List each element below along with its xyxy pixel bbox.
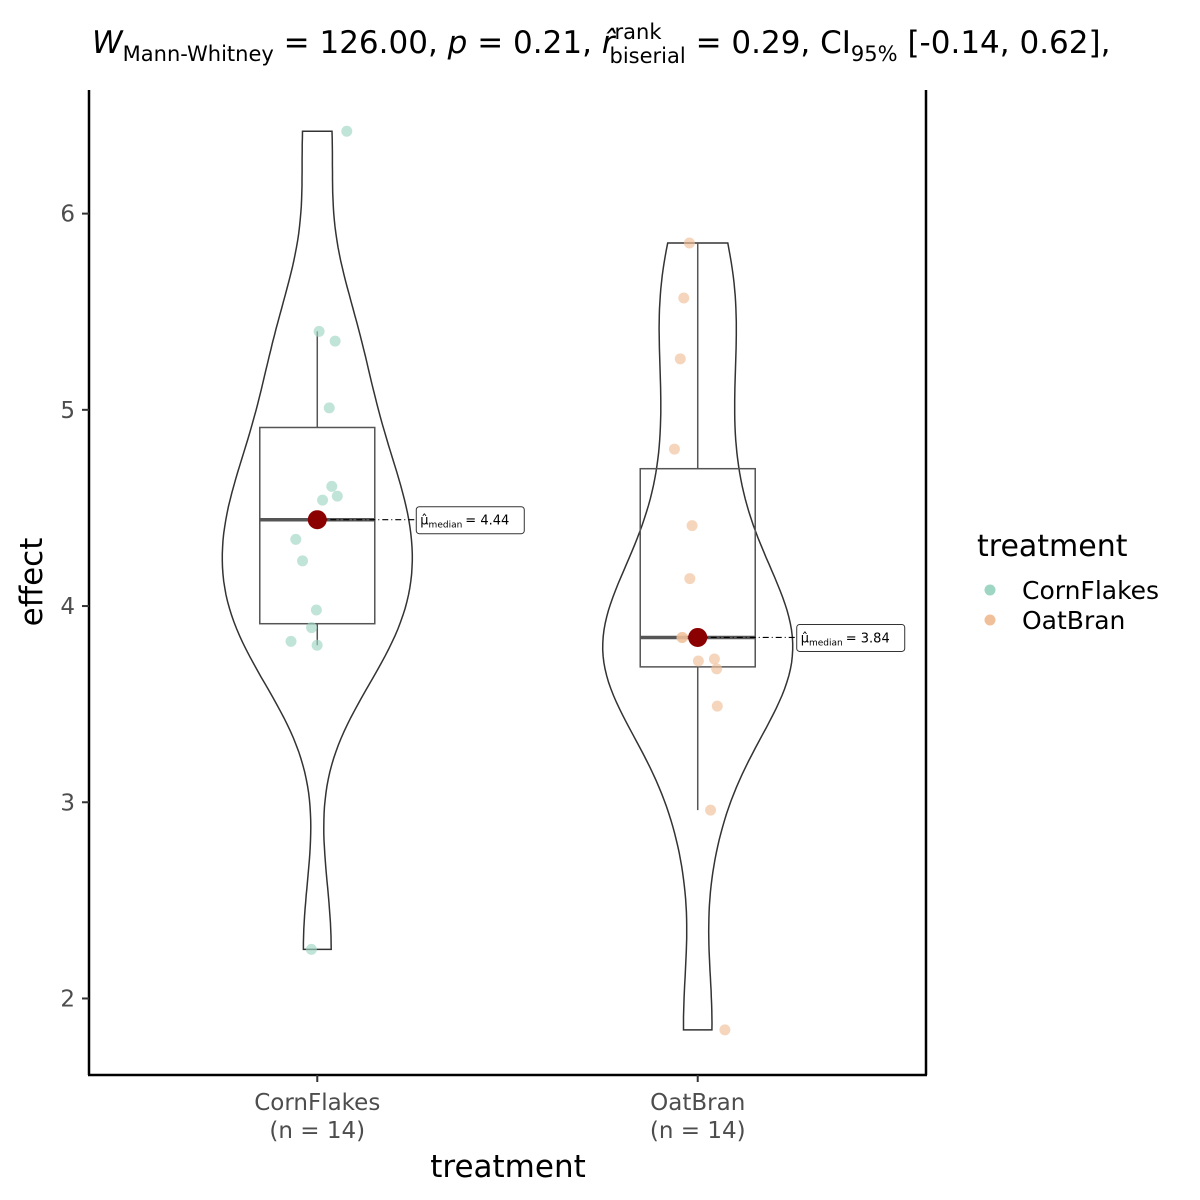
x-tick-count: (n = 14) (269, 1118, 365, 1144)
title-part: biserial (610, 44, 686, 68)
y-tick-label: 5 (60, 398, 75, 424)
median-symbol: μ̂ (801, 631, 809, 646)
x-tick-count: (n = 14) (650, 1118, 746, 1144)
median-subscript: median (429, 521, 463, 531)
chart-title: WMann-Whitney = 126.00, p = 0.21, r̂rank… (92, 20, 1110, 68)
title-part: = 0.21, (467, 25, 601, 61)
median-subscript: median (809, 638, 843, 648)
data-point (676, 631, 688, 643)
data-point (326, 480, 338, 492)
x-tick-label: CornFlakes (254, 1090, 380, 1116)
data-point (310, 604, 322, 616)
data-point (705, 804, 717, 816)
data-point (711, 700, 723, 712)
title-part: W (92, 25, 124, 61)
y-axis-title: effect (14, 538, 50, 627)
legend-label: OatBran (1022, 606, 1125, 635)
median-label-box (415, 506, 525, 535)
median-label: μ̂median = 4.44 (420, 514, 509, 531)
title-part: = 126.00, (274, 25, 448, 61)
data-point (317, 494, 329, 506)
title-part: [-0.14, 0.62], (898, 25, 1111, 61)
median-value: = 4.44 (465, 514, 509, 529)
data-point (684, 573, 696, 585)
title-part: r̂ (602, 25, 617, 61)
data-point (329, 335, 341, 347)
median-label-box (796, 623, 906, 652)
x-axis-title: treatment (430, 1149, 586, 1185)
data-point (668, 443, 680, 455)
data-point (683, 237, 695, 249)
title-part: p (447, 25, 468, 61)
median-point (307, 510, 327, 530)
legend-title: treatment (977, 529, 1128, 564)
y-tick-label: 4 (60, 594, 75, 620)
legend-marker (984, 614, 996, 626)
data-point (323, 402, 335, 414)
data-point (678, 292, 690, 304)
title-part: = 0.29, CI (686, 25, 851, 61)
data-point (674, 353, 686, 365)
data-point (297, 555, 309, 567)
legend-marker (984, 584, 996, 596)
median-symbol: μ̂ (420, 514, 428, 529)
median-point (688, 627, 708, 647)
violin (221, 130, 414, 951)
median-label: μ̂median = 3.84 (801, 631, 890, 648)
box (259, 426, 376, 625)
violin (601, 242, 794, 1031)
box (639, 467, 756, 668)
title-part: 95% (851, 42, 898, 66)
title-part: Mann-Whitney (123, 42, 274, 66)
data-point (313, 325, 325, 337)
x-tick-label: OatBran (650, 1090, 745, 1116)
y-tick-label: 2 (60, 986, 75, 1012)
title-part: rank (615, 20, 663, 44)
data-point (290, 533, 302, 545)
data-point (719, 1024, 731, 1036)
data-point (311, 639, 323, 651)
data-point (331, 490, 343, 502)
legend-label: CornFlakes (1022, 576, 1159, 605)
data-point (711, 663, 723, 675)
y-tick-label: 6 (60, 202, 75, 228)
data-point (285, 635, 297, 647)
data-point (305, 943, 317, 955)
data-point (306, 622, 318, 634)
data-point (686, 520, 698, 532)
data-point (692, 655, 704, 667)
data-point (341, 125, 353, 137)
data-point (708, 653, 720, 665)
y-tick-label: 3 (60, 790, 75, 816)
median-value: = 3.84 (846, 631, 890, 646)
